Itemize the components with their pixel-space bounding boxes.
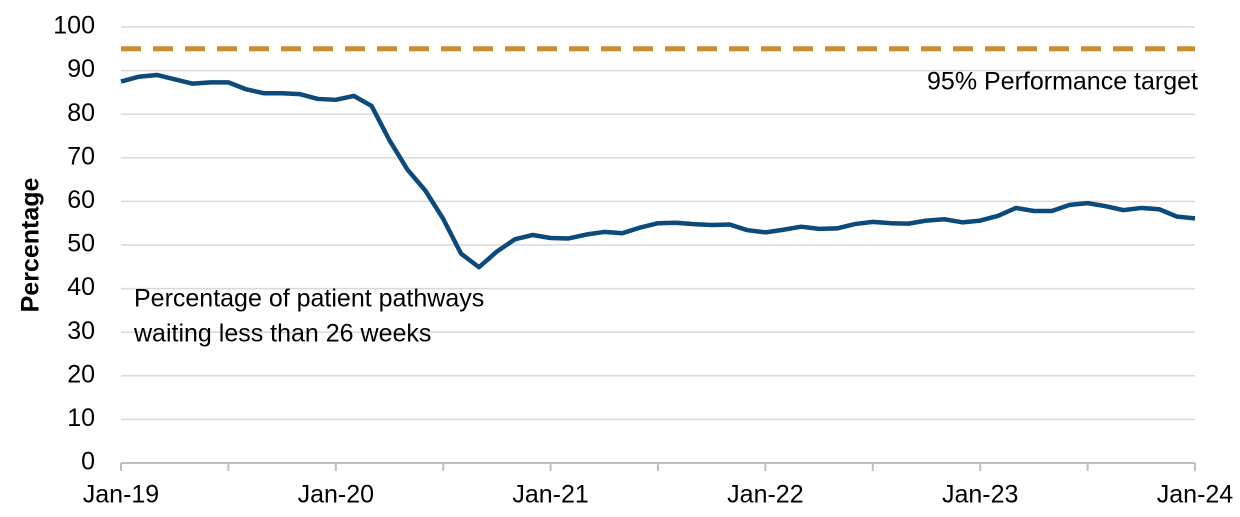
x-tick-label: Jan-23 — [942, 481, 1018, 509]
y-tick-label: 100 — [53, 12, 95, 40]
y-tick-label: 30 — [67, 317, 95, 345]
annotation: waiting less than 26 weeks — [133, 320, 431, 348]
annotation: Percentage of patient pathways — [134, 285, 484, 313]
y-tick-label: 40 — [67, 273, 95, 301]
y-tick-label: 90 — [67, 55, 95, 83]
x-tick-label: Jan-24 — [1157, 481, 1234, 509]
x-tick-label: Jan-21 — [512, 481, 588, 509]
data-line — [120, 72, 1196, 270]
y-tick-label: 0 — [81, 448, 95, 476]
y-tick-label: 60 — [67, 186, 95, 214]
y-tick-label: 20 — [67, 360, 95, 388]
x-tick-label: Jan-19 — [83, 481, 159, 509]
y-tick-label: 70 — [67, 142, 95, 170]
target-label: 95% Performance target — [927, 67, 1198, 95]
y-tick-label: 50 — [67, 230, 95, 258]
y-axis-label: Percentage — [17, 178, 45, 313]
x-tick-label: Jan-22 — [727, 481, 803, 509]
y-tick-label: 10 — [67, 404, 95, 432]
x-tick-label: Jan-20 — [298, 481, 374, 509]
y-tick-label: 80 — [67, 99, 95, 127]
